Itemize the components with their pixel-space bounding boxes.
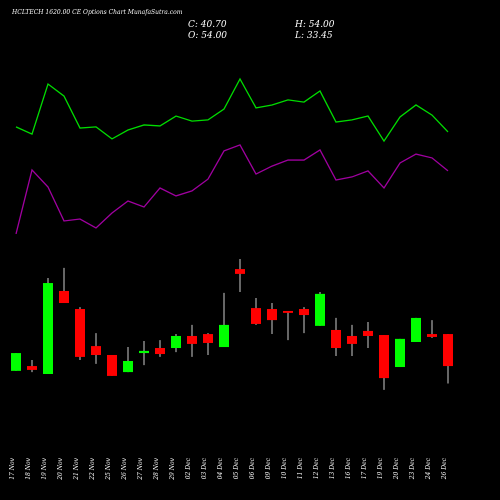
candle-body	[171, 335, 181, 349]
indicator-line	[15, 144, 449, 235]
candle-body	[347, 335, 357, 344]
candle-body	[75, 309, 85, 357]
x-tick-label: 20 Nov	[57, 457, 64, 480]
candle-body	[155, 348, 165, 355]
ohlc-open: O: 54.00	[188, 31, 227, 41]
x-tick-label: 20 Dec	[393, 457, 400, 480]
candle-body	[427, 334, 437, 337]
candle-body	[251, 308, 261, 324]
x-tick-label: 25 Nov	[105, 457, 112, 480]
x-tick-label: 16 Dec	[345, 457, 352, 479]
x-tick-label: 06 Dec	[249, 457, 256, 479]
x-tick-label: 26 Nov	[121, 457, 128, 480]
candle-body	[283, 310, 293, 313]
candle-body	[219, 324, 229, 348]
x-tick-label: 17 Nov	[9, 457, 16, 479]
x-tick-label: 23 Dec	[409, 457, 416, 480]
x-tick-label: 02 Dec	[185, 457, 192, 479]
x-tick-label: 10 Dec	[281, 457, 288, 479]
candle-body	[331, 329, 341, 349]
x-tick-label: 03 Dec	[201, 457, 208, 479]
x-tick-label: 12 Dec	[313, 457, 320, 479]
candle-body	[107, 354, 117, 376]
candle-body	[91, 346, 101, 355]
candle-body	[123, 361, 133, 373]
x-tick-label: 09 Dec	[265, 457, 272, 479]
x-tick-label: 28 Nov	[153, 457, 160, 480]
candle-body	[395, 338, 405, 368]
indicator-line	[15, 77, 449, 143]
x-tick-label: 22 Nov	[89, 457, 96, 480]
ohlc-close: C: 40.70	[188, 20, 227, 30]
ohlc-high: H: 54.00	[294, 20, 335, 30]
candle-body	[59, 290, 69, 304]
x-tick-label: 24 Dec	[425, 457, 432, 480]
ohlc-low: L: 33.45	[294, 31, 333, 41]
candle-body	[411, 317, 421, 342]
candle-body	[379, 335, 389, 379]
x-tick-label: 13 Dec	[329, 457, 336, 479]
candle-body	[139, 350, 149, 354]
chart-title: HCLTECH 1620.00 CE Options Chart MunafaS…	[11, 9, 183, 16]
candle-body	[187, 335, 197, 344]
x-tick-label: 21 Nov	[73, 457, 80, 480]
candle-body	[235, 269, 245, 274]
candle-body	[363, 330, 373, 336]
candle-body	[27, 366, 37, 370]
candle-body	[443, 334, 453, 367]
candle-body	[43, 283, 53, 375]
x-tick-label: 26 Dec	[441, 457, 448, 480]
candle-body	[299, 309, 309, 316]
x-tick-label: 29 Nov	[169, 457, 176, 480]
x-tick-label: 17 Dec	[361, 457, 368, 479]
candle-body	[11, 353, 21, 371]
x-tick-label: 19 Nov	[41, 457, 48, 479]
x-tick-label: 04 Dec	[217, 457, 224, 479]
x-tick-label: 18 Nov	[25, 457, 32, 479]
x-tick-label: 11 Dec	[297, 457, 304, 479]
x-tick-label: 27 Nov	[137, 457, 144, 480]
candle-body	[203, 334, 213, 343]
candle-body	[267, 309, 277, 321]
x-tick-label: 05 Dec	[233, 457, 240, 479]
candle-body	[315, 293, 325, 326]
x-tick-label: 19 Dec	[377, 457, 384, 479]
